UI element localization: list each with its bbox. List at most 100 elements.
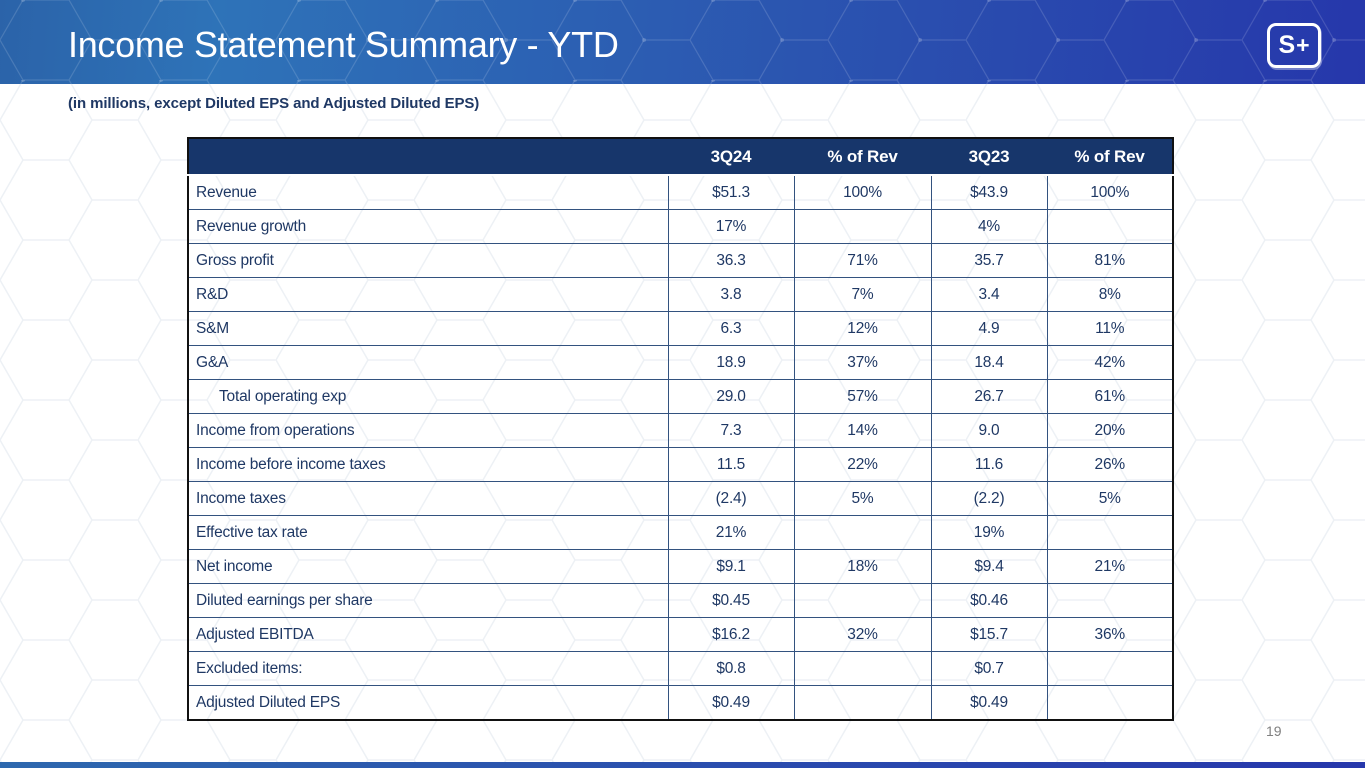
row-label: Net income: [187, 549, 669, 584]
row-value: (2.4): [667, 481, 795, 516]
row-value: 8%: [1046, 277, 1174, 312]
row-label: Adjusted Diluted EPS: [187, 685, 669, 721]
row-value: 61%: [1046, 379, 1174, 414]
row-value: $0.45: [667, 583, 795, 618]
table-units-note: (in millions, except Diluted EPS and Adj…: [68, 95, 480, 112]
row-value: 35.7: [930, 243, 1048, 278]
row-value: 37%: [793, 345, 932, 380]
table-row: Gross profit 36.3 71% 35.7 81%: [187, 243, 1174, 278]
row-value: 18.9: [667, 345, 795, 380]
row-value: $0.7: [930, 651, 1048, 686]
row-label: Income from operations: [187, 413, 669, 448]
table-row: Revenue growth 17% 4%: [187, 209, 1174, 244]
header-hexagon-pattern: [0, 0, 1365, 84]
bottom-accent-bar: [0, 762, 1365, 768]
row-value: 9.0: [930, 413, 1048, 448]
row-value: 11.6: [930, 447, 1048, 482]
row-value: (2.2): [930, 481, 1048, 516]
row-value: $0.49: [667, 685, 795, 721]
row-value: $43.9: [930, 174, 1048, 210]
row-label: Gross profit: [187, 243, 669, 278]
row-label: Adjusted EBITDA: [187, 617, 669, 652]
row-label: Diluted earnings per share: [187, 583, 669, 618]
row-value: [1046, 651, 1174, 686]
row-label: Income taxes: [187, 481, 669, 516]
row-value: 6.3: [667, 311, 795, 346]
row-value: $16.2: [667, 617, 795, 652]
row-value: 71%: [793, 243, 932, 278]
row-value: $9.4: [930, 549, 1048, 584]
row-value: [793, 685, 932, 721]
row-value: 4.9: [930, 311, 1048, 346]
row-value: [793, 515, 932, 550]
row-value: 36.3: [667, 243, 795, 278]
row-value: [793, 209, 932, 244]
table-row: Net income $9.1 18% $9.4 21%: [187, 549, 1174, 584]
row-label: R&D: [187, 277, 669, 312]
row-label: Revenue: [187, 174, 669, 210]
row-value: [1046, 685, 1174, 721]
table-row: Diluted earnings per share $0.45 $0.46: [187, 583, 1174, 618]
row-value: 5%: [793, 481, 932, 516]
row-value: [793, 651, 932, 686]
column-header-blank: [188, 138, 668, 176]
row-value: 5%: [1046, 481, 1174, 516]
table-row: S&M 6.3 12% 4.9 11%: [187, 311, 1174, 346]
row-value: 19%: [930, 515, 1048, 550]
column-header-pct-rev-2: % of Rev: [1047, 138, 1173, 176]
row-value: $9.1: [667, 549, 795, 584]
row-label: S&M: [187, 311, 669, 346]
row-value: 81%: [1046, 243, 1174, 278]
row-value: [1046, 583, 1174, 618]
table-row: R&D 3.8 7% 3.4 8%: [187, 277, 1174, 312]
row-value: 4%: [930, 209, 1048, 244]
row-value: 36%: [1046, 617, 1174, 652]
row-value: 32%: [793, 617, 932, 652]
row-label: G&A: [187, 345, 669, 380]
row-value: $51.3: [667, 174, 795, 210]
row-label: Income before income taxes: [187, 447, 669, 482]
row-value: 18%: [793, 549, 932, 584]
page-title: Income Statement Summary - YTD: [68, 24, 619, 65]
table-row: Adjusted EBITDA $16.2 32% $15.7 36%: [187, 617, 1174, 652]
row-value: [793, 583, 932, 618]
row-value: 11%: [1046, 311, 1174, 346]
row-value: 22%: [793, 447, 932, 482]
row-value: 100%: [793, 174, 932, 210]
column-header-3q23: 3Q23: [931, 138, 1047, 176]
table-header-row: 3Q24 % of Rev 3Q23 % of Rev: [188, 138, 1173, 176]
row-value: 100%: [1046, 174, 1174, 210]
row-value: $15.7: [930, 617, 1048, 652]
table-row: Adjusted Diluted EPS $0.49 $0.49: [187, 685, 1174, 721]
column-header-pct-rev-1: % of Rev: [794, 138, 931, 176]
row-label: Revenue growth: [187, 209, 669, 244]
row-value: $0.8: [667, 651, 795, 686]
row-value: 42%: [1046, 345, 1174, 380]
column-header-3q24: 3Q24: [668, 138, 794, 176]
income-statement-table: 3Q24 % of Rev 3Q23 % of Rev Revenue $51.3…: [187, 137, 1174, 721]
row-value: 21%: [667, 515, 795, 550]
table-row: Effective tax rate 21% 19%: [187, 515, 1174, 550]
row-value: 3.4: [930, 277, 1048, 312]
row-value: 7%: [793, 277, 932, 312]
row-value: 3.8: [667, 277, 795, 312]
row-value: 26%: [1046, 447, 1174, 482]
row-value: $0.46: [930, 583, 1048, 618]
table-row: Revenue $51.3 100% $43.9 100%: [187, 174, 1174, 210]
logo-plus-sign: +: [1296, 32, 1310, 58]
page-number: 19: [1266, 723, 1282, 739]
row-label: Effective tax rate: [187, 515, 669, 550]
table-row: Income from operations 7.3 14% 9.0 20%: [187, 413, 1174, 448]
row-value: 20%: [1046, 413, 1174, 448]
row-label: Excluded items:: [187, 651, 669, 686]
logo-letter-s: S: [1278, 31, 1296, 59]
row-value: 7.3: [667, 413, 795, 448]
table-row: G&A 18.9 37% 18.4 42%: [187, 345, 1174, 380]
company-logo-icon: S +: [1267, 23, 1321, 68]
row-value: 26.7: [930, 379, 1048, 414]
table-row: Income taxes (2.4) 5% (2.2) 5%: [187, 481, 1174, 516]
row-value: 14%: [793, 413, 932, 448]
table-row: Income before income taxes 11.5 22% 11.6 26%: [187, 447, 1174, 482]
row-value: [1046, 515, 1174, 550]
table-row: Total operating exp 29.0 57% 26.7 61%: [187, 379, 1174, 414]
